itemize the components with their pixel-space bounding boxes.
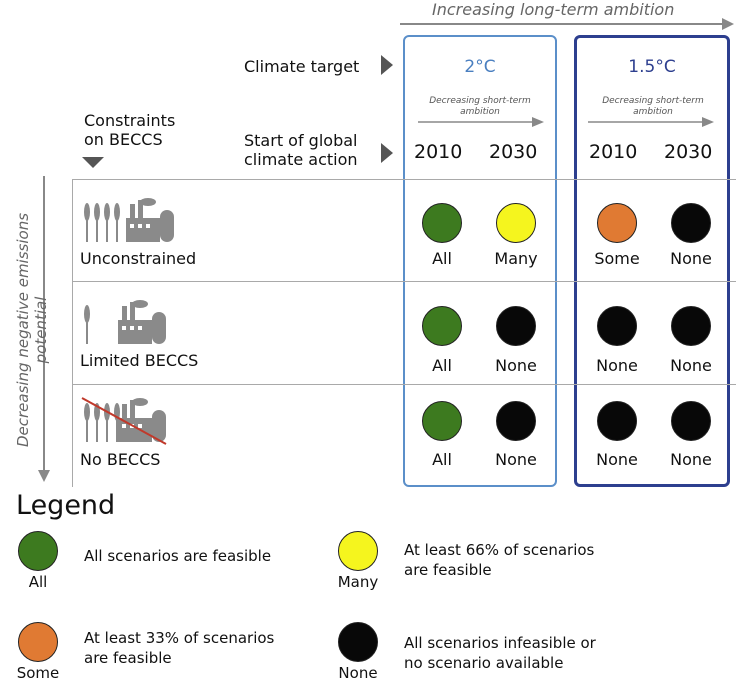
cell-label-r2-c2: None xyxy=(596,450,638,469)
crops-icon xyxy=(84,305,90,344)
cell-label-r2-c0: All xyxy=(432,450,452,469)
cell-circle-r0-c2 xyxy=(597,203,637,243)
constraints-arrow-icon xyxy=(82,157,104,168)
cell-label-r1-c0: All xyxy=(432,356,452,375)
legend-desc-some: At least 33% of scenarios are feasible xyxy=(84,629,275,667)
climate-target-label: Climate target xyxy=(244,57,360,76)
cell-label-r0-c3: None xyxy=(670,249,712,268)
factory-icon xyxy=(118,300,166,344)
strike-through-icon xyxy=(81,397,167,445)
cell-label-r1-c2: None xyxy=(596,356,638,375)
factory-icon xyxy=(118,398,166,442)
factory-icon xyxy=(126,198,174,242)
cell-circle-r0-c0 xyxy=(422,203,462,243)
legend-circle-all xyxy=(18,531,58,571)
left-axis-arrow xyxy=(38,176,50,482)
cell-label-r2-c3: None xyxy=(670,450,712,469)
cell-circle-r2-c3 xyxy=(671,401,711,441)
cell-label-r2-c1: None xyxy=(495,450,537,469)
target-subtitle-2c: Decreasing short-term ambition xyxy=(429,96,531,117)
legend-circle-some xyxy=(18,622,58,662)
legend-label-some: Some xyxy=(16,664,60,682)
grid-line-top xyxy=(72,179,736,180)
target-title-1-5c: 1.5°C xyxy=(628,57,676,77)
cell-circle-r2-c0 xyxy=(422,401,462,441)
target-title-2c: 2°C xyxy=(464,57,496,77)
left-axis-label: Decreasing negative emissions potential xyxy=(14,212,50,448)
legend-label-many: Many xyxy=(337,573,379,591)
row-label-unconstrained: Unconstrained xyxy=(80,249,197,268)
cell-label-r0-c1: Many xyxy=(494,249,538,268)
cell-circle-r1-c2 xyxy=(597,306,637,346)
short-term-arrow-2c xyxy=(418,117,544,127)
constraints-label: Constraints on BECCS xyxy=(84,111,176,149)
cell-circle-r2-c1 xyxy=(496,401,536,441)
cell-label-r1-c3: None xyxy=(670,356,712,375)
top-axis-arrow xyxy=(400,18,734,30)
row-label-no-beccs: No BECCS xyxy=(80,450,161,469)
grid-line-2 xyxy=(72,384,736,385)
short-term-arrow-1-5c xyxy=(588,117,714,127)
year-2c-2030: 2030 xyxy=(489,141,538,163)
cell-circle-r1-c1 xyxy=(496,306,536,346)
crops-icon xyxy=(84,403,120,442)
legend-label-none: None xyxy=(338,664,378,682)
legend-label-all: All xyxy=(28,573,48,591)
cell-circle-r0-c3 xyxy=(671,203,711,243)
legend-desc-all: All scenarios are feasible xyxy=(84,547,272,565)
grid-line-left xyxy=(72,179,73,487)
cell-circle-r1-c0 xyxy=(422,306,462,346)
target-box-2c xyxy=(403,35,557,487)
cell-circle-r2-c2 xyxy=(597,401,637,441)
legend-circle-many xyxy=(338,531,378,571)
legend-circle-none xyxy=(338,622,378,662)
cell-label-r1-c1: None xyxy=(495,356,537,375)
legend-desc-many: At least 66% of scenarios are feasible xyxy=(404,541,595,579)
cell-label-r0-c2: Some xyxy=(594,249,640,268)
legend-desc-none: All scenarios infeasible or no scenario … xyxy=(404,634,596,672)
target-subtitle-1-5c: Decreasing short-term ambition xyxy=(602,96,704,117)
target-box-1-5c xyxy=(574,35,730,487)
grid-line-1 xyxy=(72,281,736,282)
top-axis-label: Increasing long-term ambition xyxy=(432,0,675,19)
row-label-limited-beccs: Limited BECCS xyxy=(80,351,199,370)
year-1-5c-2010: 2010 xyxy=(589,141,638,163)
year-2c-2010: 2010 xyxy=(414,141,463,163)
legend-title: Legend xyxy=(16,490,116,521)
crops-icon xyxy=(84,203,120,242)
cell-label-r0-c0: All xyxy=(432,249,452,268)
cell-circle-r0-c1 xyxy=(496,203,536,243)
start-action-arrow-icon xyxy=(381,143,393,163)
year-1-5c-2030: 2030 xyxy=(664,141,713,163)
start-action-label: Start of global climate action xyxy=(244,131,358,169)
climate-target-arrow-icon xyxy=(381,55,393,75)
cell-circle-r1-c3 xyxy=(671,306,711,346)
